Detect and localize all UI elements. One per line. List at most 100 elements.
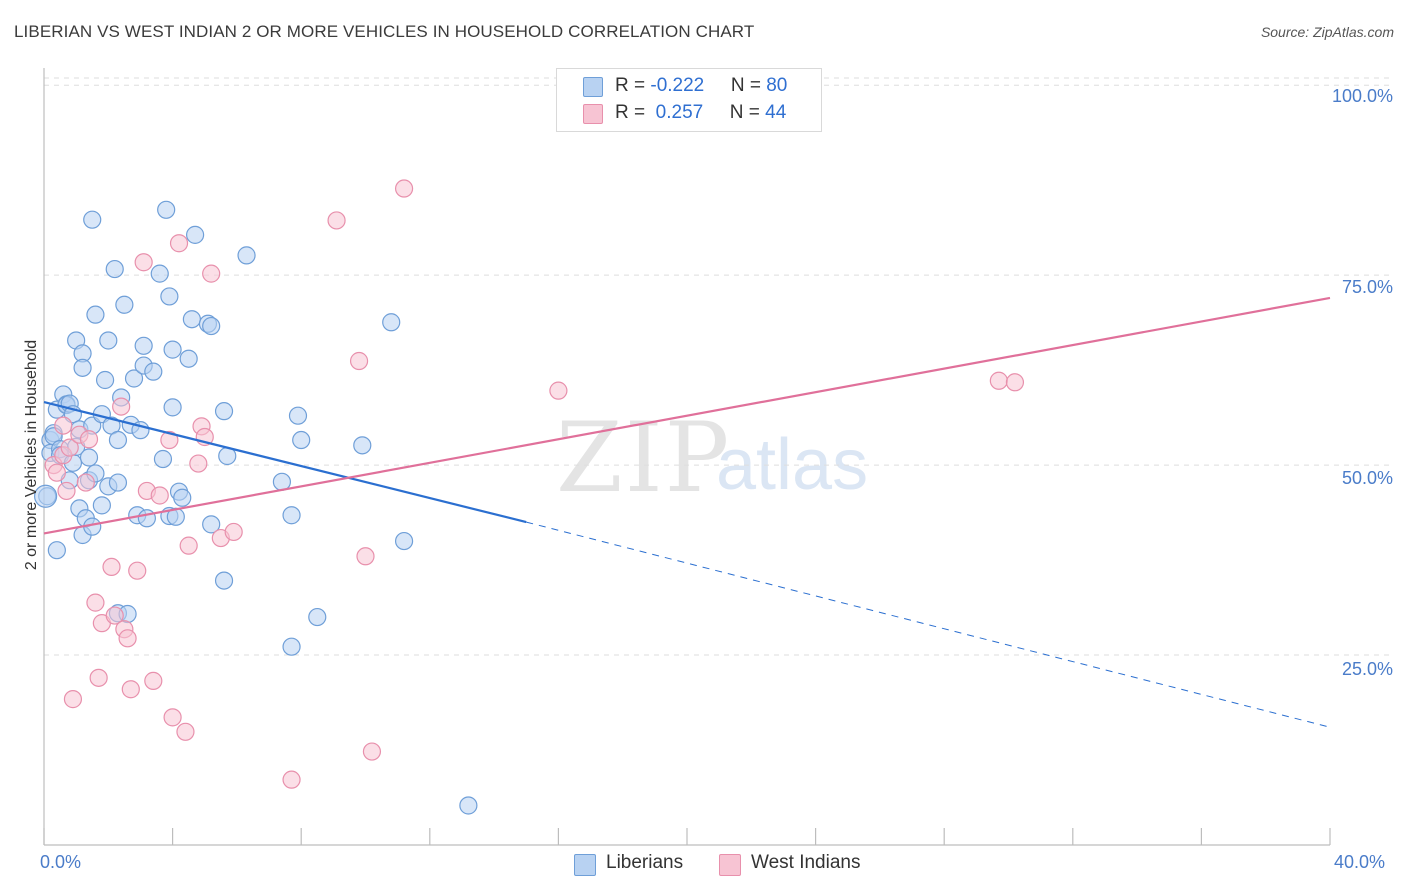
liberians-point (163, 340, 182, 359)
n-value: 44 (765, 102, 787, 123)
west-indians-point (128, 561, 147, 580)
west-indians-point (118, 629, 137, 648)
y-tick-label: 50.0% (1341, 468, 1393, 488)
liberians-point (288, 406, 308, 425)
chart-title: LIBERIAN VS WEST INDIAN 2 OR MORE VEHICL… (14, 22, 755, 41)
west-indians-point (160, 430, 179, 450)
liberians-point (394, 531, 414, 551)
liberians-point (179, 349, 198, 368)
west-indians-point (394, 179, 414, 198)
y-tick-label: 25.0% (1341, 659, 1393, 679)
west-indians-point (179, 536, 198, 555)
west-indians-point (76, 473, 95, 492)
x-tick-label: 40.0% (1334, 852, 1386, 872)
liberians-point (163, 398, 182, 417)
r-label: R = (615, 75, 651, 96)
liberians-point (282, 506, 301, 525)
liberians-point (153, 449, 173, 469)
liberians-point (186, 225, 205, 244)
y-tick-label: 100.0% (1331, 86, 1393, 106)
n-label: N = (730, 75, 767, 96)
liberians-point (282, 637, 301, 656)
west-indians-point (362, 742, 382, 761)
liberians-point (137, 509, 156, 528)
liberians-point (92, 496, 111, 515)
west-indians-point (150, 486, 169, 505)
liberians-point (202, 515, 221, 534)
west-indians-point (112, 397, 131, 416)
legend-item-liberians[interactable]: Liberians (574, 852, 714, 878)
liberians-point (160, 287, 179, 306)
west-indians-point (121, 680, 140, 699)
liberians-point (157, 200, 176, 219)
liberians-point (214, 402, 234, 421)
west-indians-point (86, 593, 105, 612)
west-indians-swatch (583, 104, 603, 124)
liberians-point (292, 430, 311, 450)
correlation-legend: R = -0.222 N = 80 R = 0.257 N = 44 (556, 68, 822, 132)
axes (43, 68, 1331, 846)
west-indians-point (105, 606, 124, 625)
r-value: 0.257 (650, 102, 704, 123)
west-indians-point (57, 481, 76, 501)
west-indians-point (1005, 373, 1025, 392)
liberians-point (95, 370, 115, 390)
x-tick-label: 0.0% (40, 852, 82, 872)
liberians-point (353, 436, 372, 455)
west-indians-point (989, 371, 1008, 390)
legend-label: Liberians (606, 852, 684, 873)
west-indians-point (176, 722, 195, 741)
west-indians-point (134, 253, 153, 272)
liberians-point (73, 358, 92, 377)
liberians-point (459, 796, 478, 815)
liberians-point (115, 295, 134, 314)
n-label: N = (729, 102, 766, 123)
west-indians-point (89, 668, 108, 687)
liberians-point (105, 259, 124, 279)
liberians-point (150, 264, 169, 283)
liberians-point (382, 313, 401, 332)
source-label: Source: ZipAtlas.com (1260, 24, 1394, 40)
liberians-point (86, 305, 105, 324)
y-axis-label: 2 or more Vehicles in Household (23, 339, 40, 571)
west-indians-point (356, 547, 375, 566)
grid-lines (44, 77, 1392, 656)
liberians-point (202, 316, 221, 336)
west-indians-points (44, 179, 1025, 789)
liberians-point (83, 210, 102, 229)
liberians-point (214, 571, 234, 590)
n-value: 80 (766, 75, 788, 96)
west-indians-point (79, 430, 99, 449)
liberians-point (182, 310, 201, 329)
liberians-point (173, 488, 192, 507)
liberians-point (308, 607, 327, 627)
r-value: -0.222 (650, 75, 705, 96)
west-indians-swatch (719, 854, 741, 876)
liberians-point (144, 362, 163, 381)
west-indians-point (327, 211, 346, 230)
liberians-point (134, 336, 153, 355)
west-indians-point (163, 708, 182, 727)
legend-item-west-indians[interactable]: West Indians (719, 852, 879, 878)
west-indians-point (549, 381, 568, 400)
liberians-swatch (574, 854, 596, 876)
liberians-point (79, 448, 99, 467)
y-tick-label: 75.0% (1341, 277, 1393, 297)
liberians-point (124, 369, 144, 388)
trend-lines (43, 296, 1331, 728)
liberians-points (34, 200, 478, 815)
legend-label: West Indians (751, 852, 861, 873)
west-indians-point (224, 522, 243, 542)
liberians-point (34, 484, 58, 508)
liberians-point (237, 246, 256, 265)
west-indians-point (349, 351, 369, 371)
west-indians-point (189, 454, 208, 473)
west-indians-point (60, 438, 79, 457)
west-indians-point (202, 264, 221, 283)
west-indians-point (282, 770, 301, 789)
west-indians-trend-line (43, 296, 1331, 535)
watermark-zip: ZIP (556, 402, 732, 514)
liberians-trend-extension (526, 521, 1331, 728)
liberians-point (47, 541, 66, 560)
